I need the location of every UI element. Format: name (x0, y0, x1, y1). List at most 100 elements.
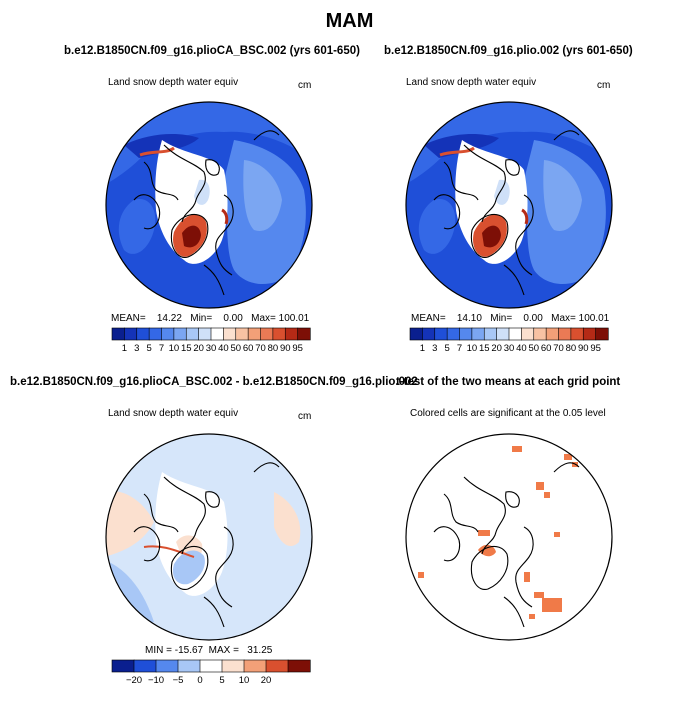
cbar1-tick-label: 3 (134, 343, 139, 354)
panel1-stats: MEAN= 14.22 Min= 0.00 Max= 100.01 (111, 313, 309, 324)
panel3-stats: MIN = -15.67 MAX = 31.25 (145, 645, 272, 656)
cbar1-tick-label: 7 (159, 343, 164, 354)
panel3-arctic-ocean (155, 472, 228, 596)
cbar2-tick-label: 40 (516, 343, 527, 354)
cbar2-tick-label: 90 (578, 343, 589, 354)
cbar3-tick-label: 20 (261, 675, 272, 686)
panel1-colorbar: 1 3 5 7 10 15 20 30 40 50 60 70 80 90 95 (111, 327, 311, 354)
cbar1-tick-label: 15 (181, 343, 192, 354)
panel3-colorbar: −20 −10 −5 0 5 10 20 (111, 659, 311, 686)
cbar1-swatch (185, 327, 200, 341)
panel1-map (105, 101, 313, 309)
signif-cell (536, 482, 544, 490)
cbar2-swatch (471, 327, 485, 341)
cbar2-swatch (434, 327, 448, 341)
cbar3-swatch (287, 659, 311, 673)
mean-value: 14.22 (156, 313, 182, 324)
max-label: Max= (251, 313, 276, 324)
panel2-colorbar: 1 3 5 7 10 15 20 30 40 50 60 70 80 90 95 (409, 327, 609, 354)
cbar2-tick-label: 5 (444, 343, 449, 354)
signif-cell (524, 572, 530, 582)
figure-title: MAM (325, 10, 374, 32)
cbar2-tick-label: 20 (491, 343, 502, 354)
panel1-subtitle: Land snow depth water equiv (108, 77, 239, 88)
cbar2-swatch (508, 327, 522, 341)
panel4-map (405, 433, 613, 641)
cbar2-tick-label: 60 (541, 343, 552, 354)
signif-cell (512, 446, 522, 452)
signif-cell (554, 532, 560, 537)
panel1-units: cm (298, 80, 312, 91)
cbar1-tick-label: 95 (292, 343, 303, 354)
cbar3-tick-label: −10 (148, 675, 164, 686)
signif-cell (418, 572, 424, 578)
cbar2-swatch (483, 327, 498, 341)
max-value: 31.25 (247, 645, 273, 656)
cbar2-swatch (521, 327, 535, 341)
panel1-title: b.e12.B1850CN.f09_g16.plioCA_BSC.002 (yr… (64, 45, 360, 57)
cbar3-swatch (177, 659, 201, 673)
panel3-map-boundary (105, 433, 313, 641)
min-value: 0.00 (523, 313, 543, 324)
cbar1-tick-label: 40 (218, 343, 229, 354)
panel3-units: cm (298, 411, 312, 422)
cbar1-swatch (124, 327, 138, 341)
cbar1-tick-label: 60 (243, 343, 254, 354)
cbar3-swatch (133, 659, 157, 673)
mean-label: MEAN= (411, 313, 446, 324)
panel2-arctic-ocean (455, 140, 528, 264)
cbar1-swatch (111, 327, 125, 341)
cbar1-tick-label: 1 (122, 343, 127, 354)
min-label: Min= (190, 313, 213, 324)
mean-label: MEAN= (111, 313, 146, 324)
min-value: 0.00 (223, 313, 243, 324)
signif-cell (478, 530, 490, 536)
cbar2-tick-label: 95 (590, 343, 601, 354)
cbar1-tick-label: 80 (268, 343, 279, 354)
panel2-map-boundary (405, 101, 613, 309)
cbar3-tick-label: 5 (219, 675, 224, 686)
cbar1-tick-label: 30 (206, 343, 217, 354)
panel3-subtitle: Land snow depth water equiv (108, 408, 239, 419)
cbar2-tick-label: 30 (504, 343, 515, 354)
cbar2-tick-label: 7 (457, 343, 462, 354)
cbar2-tick-label: 50 (528, 343, 539, 354)
signif-cell (534, 592, 544, 598)
cbar1-swatch (136, 327, 150, 341)
max-value: 100.01 (578, 313, 610, 324)
cbar1-swatch (198, 327, 212, 341)
cbar3-swatch (243, 659, 267, 673)
min-value: -15.67 (174, 645, 204, 656)
cbar2-swatch (545, 327, 560, 341)
cbar3-tick-label: −5 (173, 675, 184, 686)
cbar3-swatch (155, 659, 179, 673)
cbar2-swatch (570, 327, 584, 341)
cbar3-swatch (221, 659, 245, 673)
cbar2-tick-label: 80 (566, 343, 577, 354)
cbar3-swatch (199, 659, 223, 673)
signif-cell (544, 492, 550, 498)
cbar1-swatch (148, 327, 163, 341)
cbar2-swatch (496, 327, 510, 341)
cbar2-swatch (533, 327, 547, 341)
cbar1-swatch (235, 327, 249, 341)
signif-cell (564, 454, 572, 460)
cbar3-tick-label: 10 (239, 675, 250, 686)
cbar2-swatch (558, 327, 572, 341)
cbar3-tick-label: 0 (197, 675, 202, 686)
panel2-units: cm (597, 80, 611, 91)
cbar1-tick-label: 90 (280, 343, 291, 354)
panel2-title: b.e12.B1850CN.f09_g16.plio.002 (yrs 601-… (384, 45, 633, 57)
cbar1-swatch (260, 327, 274, 341)
panel4-map-boundary (405, 433, 613, 641)
cbar1-tick-label: 50 (230, 343, 241, 354)
cbar1-swatch (284, 327, 299, 341)
cbar1-tick-label: 70 (255, 343, 266, 354)
cbar2-swatch (595, 327, 609, 341)
cbar1-swatch (272, 327, 286, 341)
signif-cell (529, 614, 535, 619)
cbar2-tick-label: 3 (432, 343, 437, 354)
cbar1-tick-label: 5 (146, 343, 151, 354)
cbar2-swatch (422, 327, 436, 341)
min-label: Min= (490, 313, 513, 324)
